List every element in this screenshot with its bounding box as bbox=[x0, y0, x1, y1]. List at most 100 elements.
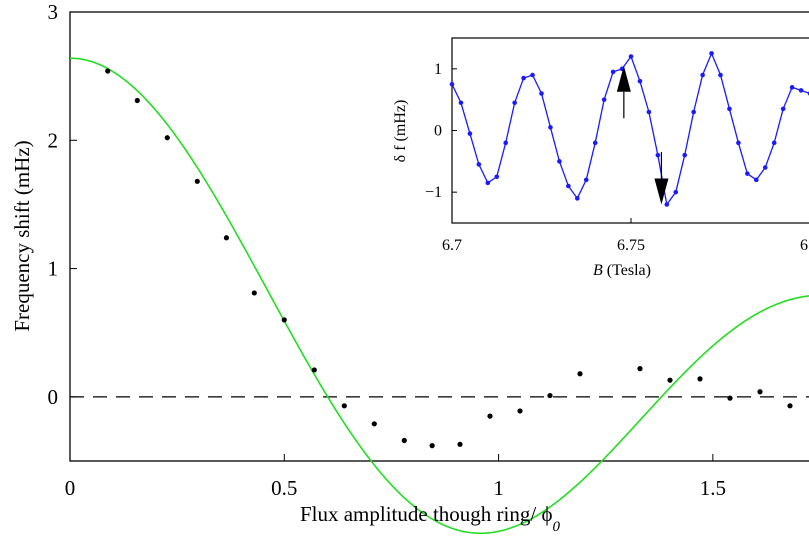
data-point bbox=[281, 317, 287, 323]
inset-data-point bbox=[771, 140, 777, 146]
inset-data-point bbox=[485, 180, 491, 186]
inset-data-point bbox=[503, 140, 509, 146]
inset-data-point bbox=[673, 189, 679, 195]
inset-data-point bbox=[539, 91, 544, 96]
main-x-tick-label: 0 bbox=[65, 476, 76, 500]
inset-x-tick-label: 6.7 bbox=[442, 237, 462, 254]
inset-data-point bbox=[789, 85, 795, 90]
inset-data-point bbox=[700, 72, 705, 78]
main-x-axis-label: Flux amplitude though ring/ ϕ0 bbox=[300, 502, 561, 535]
inset-x-ticks: 6.7 6.75 6.8 bbox=[442, 218, 809, 254]
inset-data-point bbox=[736, 140, 741, 146]
data-point bbox=[547, 392, 553, 399]
inset-data-point bbox=[655, 152, 661, 158]
data-point bbox=[787, 403, 793, 409]
inset-data-point bbox=[754, 177, 759, 183]
data-point bbox=[757, 389, 763, 395]
main-x-axis-label-phi: ϕ bbox=[541, 502, 552, 526]
data-point bbox=[487, 413, 493, 419]
inset-data-point bbox=[530, 72, 535, 78]
inset-data-point bbox=[557, 159, 562, 164]
data-point bbox=[194, 178, 200, 184]
inset-x-axis-label-units: (Tesla) bbox=[603, 262, 651, 279]
inset-data-point bbox=[467, 131, 473, 136]
data-point bbox=[667, 377, 673, 383]
main-y-tick-label: 1 bbox=[48, 257, 59, 281]
inset-y-tick-label: 1 bbox=[434, 61, 442, 78]
data-point bbox=[577, 371, 583, 377]
main-x-tick-label: 0.5 bbox=[271, 476, 297, 500]
inset-data-point bbox=[691, 109, 696, 115]
inset-data-point bbox=[476, 162, 482, 167]
inset-data-point bbox=[458, 100, 464, 106]
inset-y-tick-label: 0 bbox=[434, 123, 442, 140]
inset-data-point bbox=[575, 196, 580, 201]
data-point bbox=[727, 395, 733, 401]
data-point bbox=[457, 441, 463, 447]
main-y-axis-label: Frequency shift (mHz) bbox=[10, 140, 34, 331]
data-point bbox=[429, 443, 435, 449]
inset-data-point bbox=[780, 106, 786, 112]
main-x-axis-label-subscript: 0 bbox=[553, 519, 561, 535]
inset-plot-background bbox=[452, 38, 809, 223]
inset-y-tick-label: −1 bbox=[425, 184, 442, 201]
main-fit-curve bbox=[69, 57, 809, 535]
main-y-tick-label: 2 bbox=[48, 128, 59, 152]
main-x-tick-label: 1 bbox=[493, 476, 504, 500]
data-point bbox=[164, 135, 170, 141]
inset-data-point bbox=[762, 165, 768, 170]
inset-series bbox=[449, 51, 809, 207]
main-x-axis-label-text: Flux amplitude though ring/ bbox=[300, 502, 542, 526]
inset-x-axis-label: B (Tesla) bbox=[593, 262, 651, 279]
main-plot: 0 1 2 3 0 0.5 1 1.5 Frequency shift (mHz) Flux… bbox=[10, 0, 809, 535]
main-x-tick-label: 1.5 bbox=[700, 476, 726, 500]
main-x-ticks: 0 0.5 1 1.5 bbox=[65, 454, 726, 500]
inset-data-point bbox=[548, 125, 553, 130]
inset-data-point bbox=[664, 202, 670, 207]
inset-data-point bbox=[592, 140, 598, 146]
data-point bbox=[251, 290, 257, 296]
inset-data-point bbox=[512, 100, 517, 106]
inset-data-point bbox=[610, 69, 616, 75]
inset-data-point bbox=[494, 174, 500, 180]
inset-plot: −1 0 1 6.7 6.75 6.8 δ f (mHz) B (Tesla) bbox=[392, 37, 809, 279]
inset-data-point bbox=[709, 51, 714, 56]
inset-data-point bbox=[628, 54, 634, 59]
fit-curve bbox=[69, 57, 809, 535]
inset-data-point bbox=[566, 183, 571, 189]
inset-y-ticks: −1 0 1 bbox=[425, 61, 457, 201]
inset-data-point bbox=[798, 88, 804, 93]
down-arrow-icon bbox=[654, 178, 669, 205]
inset-data-point bbox=[727, 106, 732, 112]
data-point bbox=[697, 376, 703, 382]
inset-data-point bbox=[583, 177, 589, 183]
up-arrow-icon bbox=[616, 65, 631, 92]
data-point bbox=[341, 403, 347, 409]
data-point bbox=[517, 408, 523, 414]
inset-y-axis-label: δ f (mHz) bbox=[392, 100, 409, 163]
inset-data-point bbox=[682, 152, 687, 158]
main-plot-frame bbox=[69, 11, 809, 462]
main-data-points bbox=[105, 68, 793, 449]
inset-data-point bbox=[521, 75, 526, 81]
inset-arrows bbox=[616, 65, 669, 205]
inset-data-point bbox=[718, 72, 723, 78]
inset-x-axis-label-symbol: B bbox=[593, 262, 603, 279]
data-point bbox=[134, 97, 140, 104]
main-y-ticks: 0 1 2 3 bbox=[48, 0, 77, 409]
inset-x-tick-label: 6.8 bbox=[800, 237, 809, 254]
data-point bbox=[311, 367, 317, 373]
inset-data-point bbox=[601, 97, 607, 102]
data-point bbox=[637, 366, 643, 372]
data-point bbox=[401, 437, 407, 444]
data-point bbox=[223, 235, 230, 241]
inset-data-point bbox=[646, 109, 652, 115]
main-y-tick-label: 0 bbox=[48, 385, 59, 409]
inset-x-tick-label: 6.75 bbox=[617, 237, 645, 254]
inset-data-point bbox=[637, 78, 643, 84]
inset-data-point bbox=[745, 171, 750, 176]
data-point bbox=[105, 68, 111, 74]
data-point bbox=[371, 421, 377, 427]
inset-data-point bbox=[449, 81, 455, 87]
